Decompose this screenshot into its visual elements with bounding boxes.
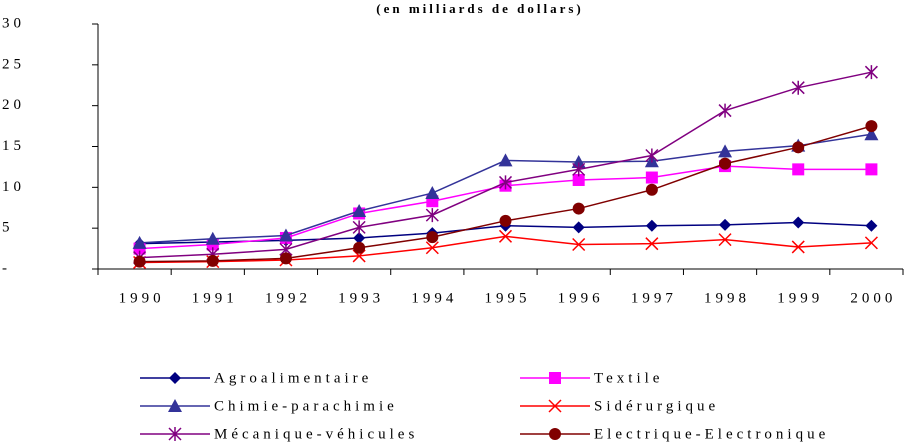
marker	[205, 231, 220, 245]
y-tick-label: 25	[2, 56, 25, 72]
marker	[353, 241, 366, 254]
x-tick-label: 1993	[338, 290, 384, 306]
legend-label: Sidérurgique	[594, 398, 719, 414]
marker	[426, 231, 439, 244]
marker	[719, 157, 732, 170]
marker	[169, 372, 181, 384]
y-tick-label: 15	[2, 138, 25, 154]
x-tick-label: 1992	[265, 290, 311, 306]
y-tick-label: 30	[2, 15, 25, 31]
legend-item: Electrique-Electronique	[520, 426, 829, 442]
marker	[352, 204, 367, 218]
legend-item: Textile	[520, 370, 663, 386]
y-tick-label: 5	[2, 220, 14, 236]
legend-label: Mécanique-véhicules	[214, 426, 418, 442]
marker	[498, 229, 513, 243]
marker	[792, 141, 805, 154]
legend-item: Chimie-parachimie	[140, 398, 398, 414]
legend-item: Sidérurgique	[520, 398, 719, 414]
marker	[168, 427, 182, 441]
marker	[572, 173, 585, 186]
y-tick-label: 20	[2, 97, 25, 113]
x-tick-label: 1999	[777, 290, 823, 306]
marker	[718, 144, 733, 158]
legend-label: Chimie-parachimie	[214, 398, 398, 414]
x-tick-label: 1995	[485, 290, 531, 306]
chart-title: (en milliards de dollars)	[376, 1, 584, 16]
marker	[549, 428, 561, 440]
marker	[132, 235, 147, 249]
marker	[718, 233, 732, 247]
marker	[572, 202, 585, 215]
x-tick-label: 1990	[119, 290, 165, 306]
y-tick-label: 10	[2, 179, 25, 195]
legend-label: Electrique-Electronique	[594, 426, 829, 442]
marker	[719, 218, 732, 231]
marker	[864, 236, 878, 250]
x-tick-label: 1994	[411, 290, 457, 306]
marker	[353, 231, 366, 244]
marker	[791, 240, 805, 254]
marker	[792, 163, 805, 176]
marker	[498, 153, 513, 167]
marker	[425, 241, 439, 255]
marker	[645, 219, 658, 232]
x-tick-label: 1991	[192, 290, 238, 306]
marker	[278, 228, 293, 242]
marker	[865, 219, 878, 232]
x-tick-label: 1997	[631, 290, 677, 306]
x-tick-label: 1996	[558, 290, 604, 306]
marker	[792, 216, 805, 229]
marker	[645, 148, 659, 163]
marker	[498, 175, 513, 190]
legend-item: Mécanique-véhicules	[140, 426, 418, 442]
y-tick-label: -	[2, 260, 11, 276]
legend-label: Textile	[594, 370, 663, 386]
marker	[571, 155, 586, 169]
marker	[279, 252, 292, 265]
marker	[549, 372, 561, 384]
marker	[572, 221, 585, 234]
marker	[864, 65, 878, 80]
marker	[572, 162, 586, 177]
x-tick-label: 1998	[704, 290, 750, 306]
marker	[791, 80, 805, 95]
marker	[548, 399, 562, 413]
marker	[645, 171, 658, 184]
marker	[168, 399, 182, 412]
marker	[352, 220, 366, 235]
x-tick-label: 2000	[850, 290, 896, 306]
marker	[133, 255, 146, 268]
marker	[572, 237, 586, 252]
marker	[206, 254, 219, 267]
marker	[865, 120, 878, 133]
marker	[425, 208, 439, 223]
marker	[865, 163, 878, 176]
legend-label: Agroalimentaire	[214, 370, 372, 386]
marker	[718, 103, 732, 118]
marker	[645, 183, 658, 196]
marker	[499, 214, 512, 227]
marker	[645, 237, 659, 251]
legend-item: Agroalimentaire	[140, 370, 372, 386]
marker	[864, 127, 879, 141]
marker	[425, 186, 440, 200]
series-line	[139, 235, 872, 264]
